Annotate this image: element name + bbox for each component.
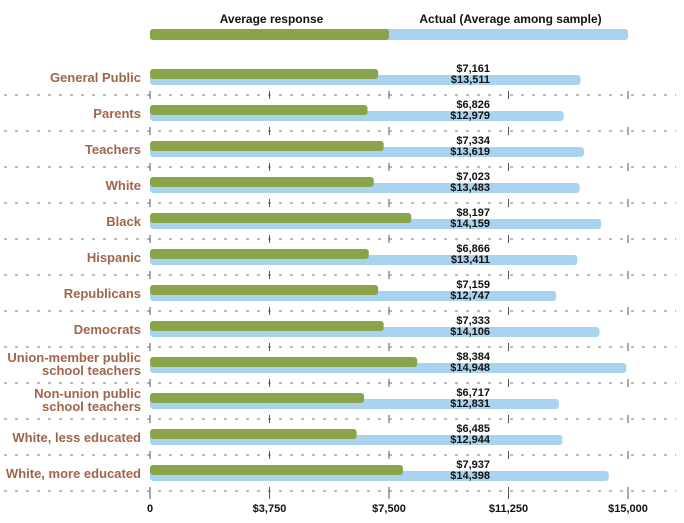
value-label-actual: $12,979 (450, 110, 490, 122)
bar-average-response (150, 177, 374, 187)
x-tick-label: 0 (147, 503, 153, 515)
value-label-actual: $13,619 (450, 146, 490, 158)
bar-average-response (150, 249, 369, 259)
legend-label-actual: Actual (Average among sample) (419, 12, 601, 26)
category-label-line: school teachers (42, 399, 141, 414)
value-label-actual: $14,106 (450, 326, 490, 338)
value-label-average-response: $7,159 (456, 279, 490, 291)
value-label-actual: $14,948 (450, 362, 490, 374)
bar-average-response (150, 465, 403, 475)
category-label: Hispanic (87, 250, 141, 265)
value-label-actual: $14,159 (450, 218, 490, 230)
legend-green-bar (150, 29, 389, 40)
value-label-average-response: $6,866 (456, 243, 490, 255)
bar-average-response (150, 357, 418, 367)
category-label: White, more educated (6, 466, 141, 481)
category-label: Democrats (74, 322, 141, 337)
value-label-average-response: $6,717 (456, 387, 490, 399)
category-label-line: Republicans (64, 286, 141, 301)
category-label-line: White, more educated (6, 466, 141, 481)
value-label-actual: $14,398 (450, 470, 490, 482)
category-label-line: Hispanic (87, 250, 141, 265)
bar-average-response (150, 141, 384, 151)
category-label: White, less educated (12, 430, 141, 445)
x-tick-label: $15,000 (608, 503, 648, 515)
category-label-line: General Public (50, 70, 141, 85)
category-label-line: White (106, 178, 141, 193)
bar-average-response (150, 213, 412, 223)
category-label: Teachers (85, 142, 141, 157)
value-label-average-response: $7,161 (456, 63, 490, 75)
value-label-actual: $13,411 (451, 254, 490, 266)
value-label-actual: $12,747 (450, 290, 490, 302)
value-label-average-response: $6,826 (456, 99, 490, 111)
value-label-average-response: $7,023 (456, 171, 490, 183)
category-label-line: Democrats (74, 322, 141, 337)
category-label: Union-member public school teachers (7, 350, 141, 378)
bar-average-response (150, 321, 384, 331)
bar-average-response (150, 69, 379, 79)
category-label-line: Union-member public (7, 350, 141, 365)
category-label-line: Teachers (85, 142, 141, 157)
bar-average-response (150, 393, 365, 403)
category-label: General Public (50, 70, 141, 85)
value-label-actual: $12,944 (450, 434, 491, 446)
category-label-line: Parents (93, 106, 141, 121)
bar-average-response (150, 429, 357, 439)
category-label: Republicans (64, 286, 141, 301)
x-tick-label: $7,500 (372, 503, 406, 515)
category-label-line: school teachers (42, 363, 141, 378)
value-label-average-response: $7,334 (456, 135, 491, 147)
bar-average-response (150, 105, 368, 115)
value-label-actual: $13,483 (450, 182, 490, 194)
value-label-average-response: $7,937 (456, 459, 490, 471)
value-label-average-response: $6,485 (456, 423, 490, 435)
category-label: Non-union public school teachers (34, 386, 141, 414)
value-label-average-response: $8,197 (456, 207, 490, 219)
bar-average-response (150, 285, 379, 295)
category-label-line: Black (106, 214, 141, 229)
category-label-line: White, less educated (12, 430, 141, 445)
category-label: Parents (93, 106, 141, 121)
legend-label-average-response: Average response (220, 12, 324, 26)
category-label: White (106, 178, 141, 193)
category-label-line: Non-union public (34, 386, 141, 401)
value-label-average-response: $7,333 (456, 315, 490, 327)
value-label-actual: $12,831 (450, 398, 490, 410)
x-tick-label: $3,750 (253, 503, 287, 515)
value-label-average-response: $8,384 (456, 351, 491, 363)
value-label-actual: $13,511 (451, 74, 490, 86)
category-label: Black (106, 214, 141, 229)
x-tick-label: $11,250 (489, 503, 528, 515)
